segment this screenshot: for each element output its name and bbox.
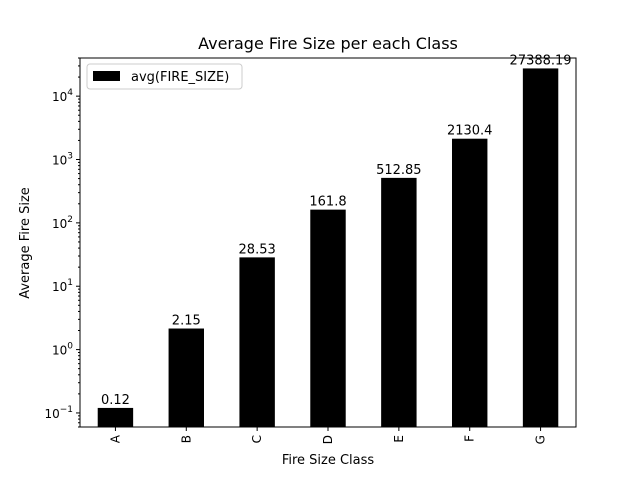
data-label-A: 0.12	[101, 393, 130, 408]
y-axis-label: Average Fire Size	[18, 187, 33, 299]
x-tick-label-A: A	[108, 434, 122, 443]
bar-E	[381, 177, 417, 427]
x-tick-label-G: G	[534, 435, 548, 444]
data-label-B: 2.15	[172, 314, 201, 329]
y-tick-label: 100	[52, 342, 73, 358]
x-tick-label-D: D	[321, 435, 335, 444]
bar-D	[310, 209, 346, 427]
data-label-D: 161.8	[309, 195, 346, 210]
bar-C	[239, 257, 275, 427]
legend: avg(FIRE_SIZE)	[86, 63, 243, 90]
bar-A	[97, 407, 134, 427]
data-label-C: 28.53	[239, 242, 276, 257]
x-axis-label: Fire Size Class	[282, 453, 375, 468]
y-ticks-group: 10−1 100 101 102 103 104	[44, 57, 80, 428]
legend-entry-label: avg(FIRE_SIZE)	[131, 70, 229, 85]
bars-group	[97, 68, 559, 428]
x-tick-label-F: F	[463, 435, 477, 442]
y-tick-label: 104	[52, 88, 73, 104]
x-tick-label-B: B	[179, 435, 193, 443]
legend-swatch	[93, 71, 120, 81]
chart-title: Average Fire Size per each Class	[198, 34, 458, 53]
y-tick-label: 101	[52, 278, 73, 294]
data-labels-group: 0.12 2.15 28.53 161.8 512.85 2130.4 27388.19	[101, 53, 572, 408]
y-tick-label: 102	[52, 215, 73, 231]
y-tick-label: 10−1	[44, 405, 73, 421]
data-label-F: 2130.4	[447, 124, 493, 139]
x-ticks-group: A B C D E F G	[108, 427, 548, 444]
x-tick-label-E: E	[392, 435, 406, 443]
plot-frame	[79, 57, 577, 428]
y-tick-label: 103	[52, 152, 73, 168]
bar-F	[452, 138, 488, 428]
bar-G	[522, 68, 559, 427]
data-label-E: 512.85	[376, 163, 422, 178]
x-tick-label-C: C	[250, 435, 264, 443]
bar-B	[168, 328, 204, 427]
legend-box	[86, 63, 243, 90]
data-label-G: 27388.19	[510, 53, 572, 68]
